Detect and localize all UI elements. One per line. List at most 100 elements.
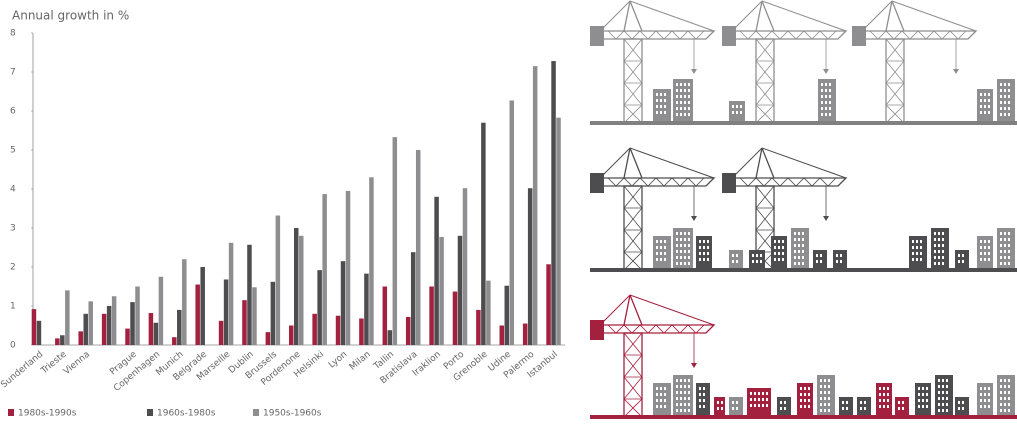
window [664, 99, 666, 102]
window [680, 409, 682, 412]
window [684, 101, 686, 104]
window [828, 403, 830, 406]
window [684, 409, 686, 412]
window [804, 405, 806, 408]
bar [556, 117, 561, 345]
window [703, 393, 705, 396]
window [938, 238, 940, 241]
window [758, 404, 760, 407]
window [656, 258, 658, 261]
window [804, 399, 806, 402]
window [778, 252, 780, 255]
window [758, 398, 760, 401]
window [1008, 244, 1010, 247]
window [840, 260, 842, 263]
window [732, 407, 734, 410]
window [756, 254, 758, 257]
window [958, 260, 960, 263]
window [820, 260, 822, 263]
window [660, 393, 662, 396]
bar [65, 290, 70, 345]
building [729, 397, 743, 415]
crane [589, 0, 715, 124]
window [942, 232, 944, 235]
bar [60, 335, 65, 345]
window [656, 387, 658, 390]
window [798, 256, 800, 259]
window [920, 240, 922, 243]
bar [382, 286, 388, 345]
window [962, 254, 964, 257]
window [942, 403, 944, 406]
window [836, 260, 838, 263]
window [784, 401, 786, 404]
window [1008, 385, 1010, 388]
window [736, 105, 738, 108]
window [756, 260, 758, 263]
bar [88, 301, 93, 345]
window [980, 405, 982, 408]
window [754, 404, 756, 407]
window [938, 232, 940, 235]
bar [551, 61, 556, 346]
window [736, 254, 738, 257]
window [1000, 256, 1002, 259]
window [816, 260, 818, 263]
window [1008, 238, 1010, 241]
bar [294, 228, 299, 345]
window [824, 379, 826, 382]
window [825, 89, 827, 92]
window [798, 232, 800, 235]
y-tick-label: 0 [10, 341, 16, 351]
window [699, 393, 701, 396]
window [1000, 113, 1002, 116]
window [918, 393, 920, 396]
window [962, 401, 964, 404]
window [660, 405, 662, 408]
window [980, 99, 982, 102]
window [926, 393, 928, 396]
window [1008, 101, 1010, 104]
window [1004, 256, 1006, 259]
window [707, 246, 709, 249]
window [820, 409, 822, 412]
window [962, 407, 964, 410]
window [946, 379, 948, 382]
window [676, 95, 678, 98]
bar [182, 259, 187, 345]
bar [242, 300, 247, 345]
window [988, 93, 990, 96]
window [946, 385, 948, 388]
window [926, 387, 928, 390]
window [699, 240, 701, 243]
bar [247, 244, 252, 345]
bar [439, 236, 444, 345]
window [680, 262, 682, 265]
window [800, 399, 802, 402]
window [740, 105, 742, 108]
window [980, 246, 982, 249]
window [656, 399, 658, 402]
window [879, 399, 881, 402]
window [942, 397, 944, 400]
window [816, 254, 818, 257]
window [958, 254, 960, 257]
window [798, 244, 800, 247]
window [676, 107, 678, 110]
window [778, 258, 780, 261]
window [688, 250, 690, 253]
window [684, 391, 686, 394]
window [664, 105, 666, 108]
window [684, 95, 686, 98]
window [912, 246, 914, 249]
window [660, 399, 662, 402]
window [688, 244, 690, 247]
window [688, 379, 690, 382]
window [684, 379, 686, 382]
window [988, 405, 990, 408]
window [1004, 244, 1006, 247]
window [794, 244, 796, 247]
window [688, 409, 690, 412]
bar [322, 194, 327, 345]
